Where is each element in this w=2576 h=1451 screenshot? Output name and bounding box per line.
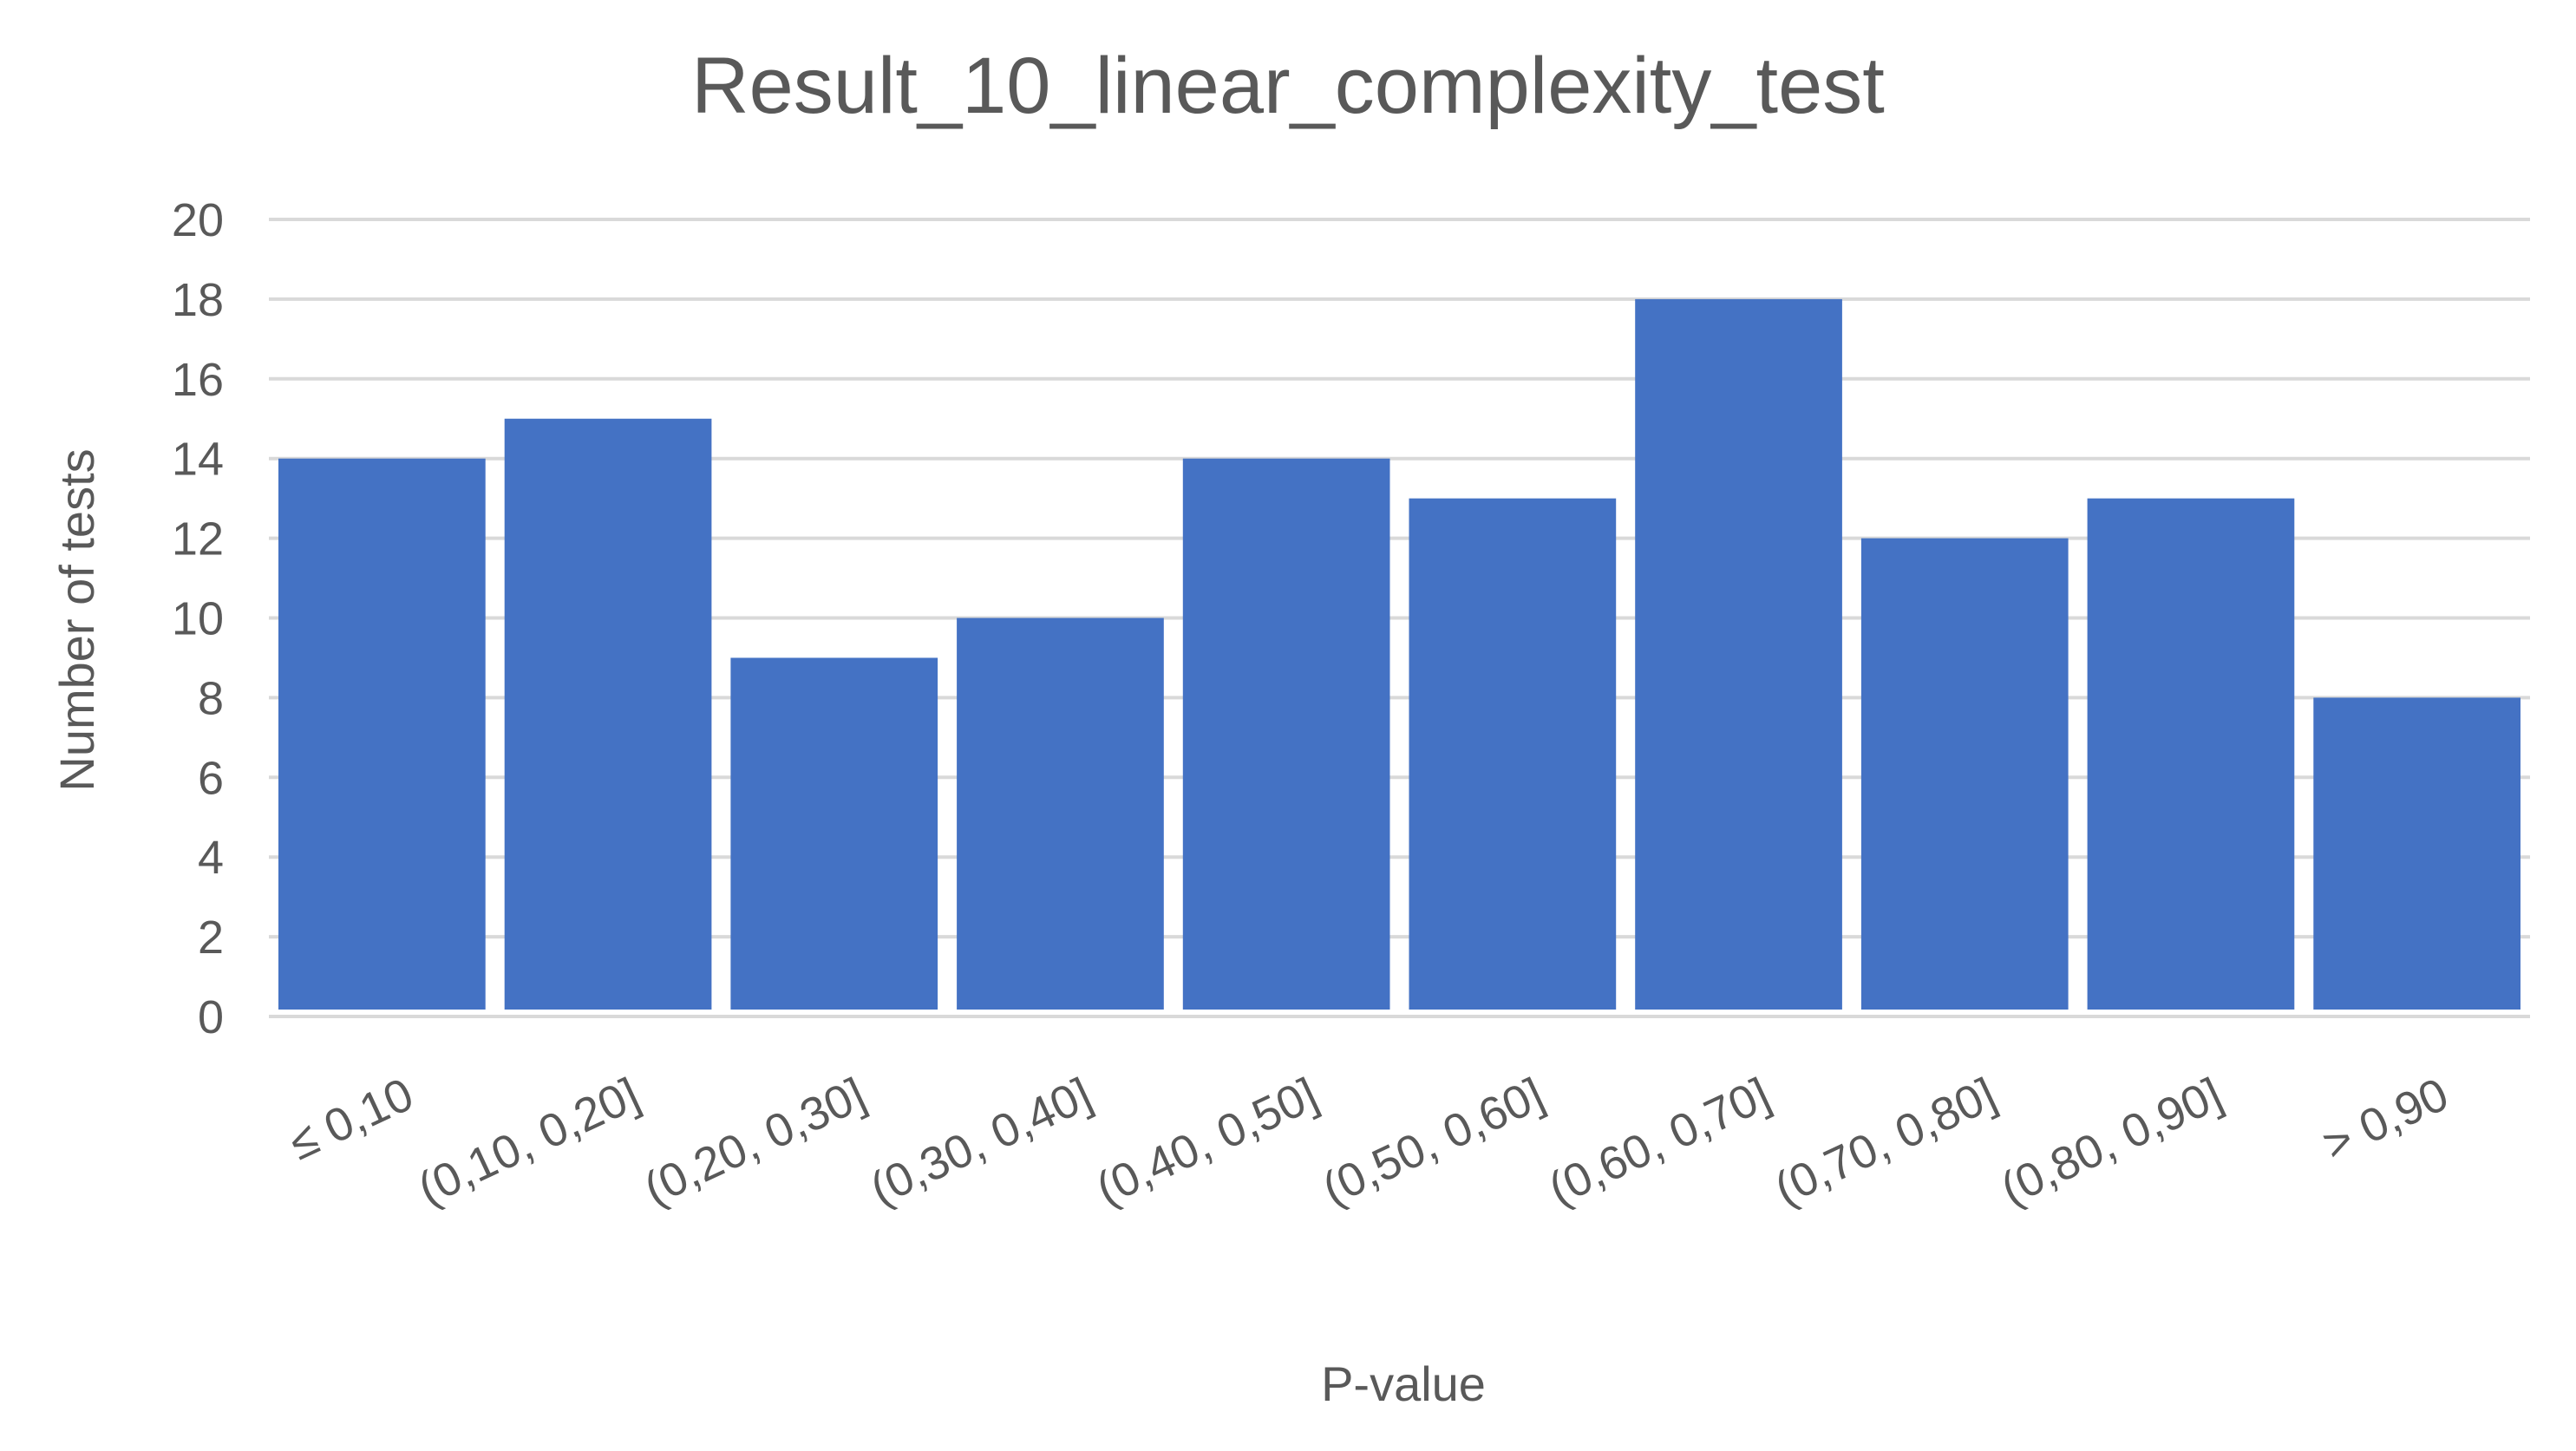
- y-tick-label: 0: [198, 991, 224, 1043]
- x-tick-label: (0,50, 0,60]: [1315, 1068, 1552, 1215]
- y-tick-label: 12: [172, 513, 224, 565]
- bar: [957, 618, 1164, 1010]
- y-tick-label: 2: [198, 912, 224, 964]
- y-tick-label: 14: [172, 434, 224, 486]
- y-axis-ticks: 0 2 4 6 8 10 12 14 16 18 20: [172, 194, 224, 1043]
- y-tick-label: 18: [172, 274, 224, 326]
- x-tick-label: (0,40, 0,50]: [1089, 1068, 1325, 1215]
- bar: [504, 418, 712, 1010]
- bar: [278, 458, 486, 1010]
- y-tick-label: 4: [198, 832, 224, 884]
- x-tick-label: (0,70, 0,80]: [1767, 1068, 2004, 1215]
- y-tick-label: 16: [172, 354, 224, 406]
- chart-title: Result_10_linear_complexity_test: [691, 42, 1885, 130]
- y-axis-label: Number of tests: [49, 448, 104, 791]
- x-tick-label: (0,80, 0,90]: [1993, 1068, 2230, 1215]
- bar: [2087, 498, 2295, 1010]
- bar: [1635, 298, 1842, 1010]
- bar: [1409, 498, 1617, 1010]
- y-tick-label: 10: [172, 593, 224, 645]
- bar: [2313, 697, 2520, 1010]
- bar: [730, 657, 938, 1010]
- y-tick-label: 6: [198, 752, 224, 804]
- x-axis-ticks: ≤ 0,10(0,10, 0,20](0,20, 0,30](0,30, 0,4…: [281, 1068, 2455, 1215]
- x-axis-label: P-value: [1321, 1356, 1486, 1411]
- y-tick-label: 8: [198, 672, 224, 724]
- bars: [278, 298, 2520, 1010]
- x-tick-label: ≤ 0,10: [281, 1068, 421, 1170]
- bar: [1860, 538, 2069, 1010]
- x-tick-label: (0,10, 0,20]: [410, 1068, 647, 1215]
- bar: [1182, 458, 1390, 1010]
- x-tick-label: (0,20, 0,30]: [637, 1068, 873, 1215]
- y-tick-label: 20: [172, 194, 224, 246]
- x-tick-label: (0,60, 0,70]: [1541, 1068, 1778, 1215]
- x-tick-label: > 0,90: [2315, 1068, 2456, 1170]
- x-tick-label: (0,30, 0,40]: [863, 1068, 1100, 1215]
